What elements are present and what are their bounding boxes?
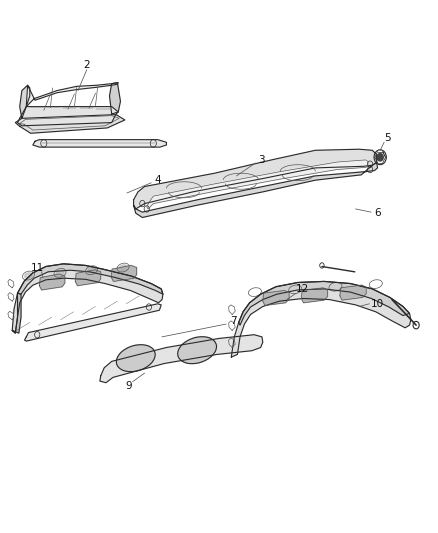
Ellipse shape: [40, 277, 46, 282]
Polygon shape: [110, 83, 120, 114]
Polygon shape: [25, 304, 161, 341]
Polygon shape: [26, 83, 118, 107]
Polygon shape: [263, 290, 289, 305]
Polygon shape: [147, 160, 368, 209]
Text: 11: 11: [31, 263, 44, 272]
Text: 7: 7: [230, 316, 237, 326]
Text: 9: 9: [125, 382, 132, 391]
Polygon shape: [33, 140, 166, 147]
Polygon shape: [231, 281, 411, 357]
Ellipse shape: [119, 265, 127, 270]
Polygon shape: [134, 149, 377, 209]
Polygon shape: [134, 163, 378, 217]
Circle shape: [377, 154, 383, 161]
Polygon shape: [111, 265, 137, 281]
Text: 3: 3: [258, 155, 265, 165]
Polygon shape: [100, 335, 263, 383]
Polygon shape: [239, 281, 410, 325]
Text: 2: 2: [83, 60, 90, 70]
Polygon shape: [18, 107, 118, 126]
Polygon shape: [301, 288, 328, 303]
Text: 10: 10: [371, 299, 384, 309]
Polygon shape: [340, 285, 366, 300]
Polygon shape: [12, 264, 163, 333]
Text: 4: 4: [154, 175, 161, 184]
Ellipse shape: [56, 270, 64, 276]
Polygon shape: [39, 274, 65, 290]
Ellipse shape: [25, 273, 32, 278]
Polygon shape: [12, 293, 21, 333]
Ellipse shape: [88, 268, 95, 273]
Text: 12: 12: [296, 285, 309, 294]
Polygon shape: [20, 85, 30, 118]
Text: 5: 5: [384, 133, 391, 142]
Polygon shape: [18, 264, 163, 294]
Polygon shape: [75, 270, 101, 286]
Text: 6: 6: [374, 208, 381, 218]
Ellipse shape: [178, 337, 216, 364]
Ellipse shape: [117, 345, 155, 372]
Polygon shape: [15, 115, 125, 133]
